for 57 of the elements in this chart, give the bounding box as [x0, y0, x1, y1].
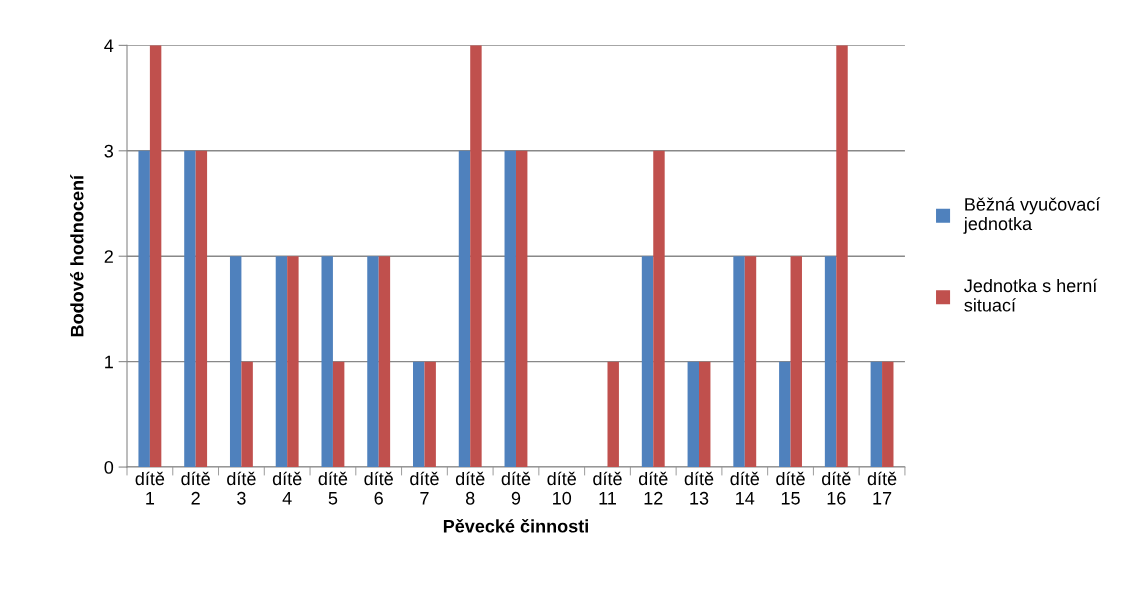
bar [744, 256, 757, 468]
bar [321, 256, 333, 468]
bar [687, 361, 700, 468]
legend-label: Běžná vyučovací jednotka [963, 197, 1101, 234]
x-tick-label: dítě 4 [272, 471, 302, 505]
y-tick-label: 4 [104, 39, 114, 52]
bar [470, 45, 482, 468]
bar [824, 256, 837, 468]
bar [733, 256, 745, 468]
x-tick-label: dítě 8 [455, 471, 485, 505]
x-tick-label: dítě 7 [410, 471, 439, 505]
x-tick-label: dítě 13 [684, 471, 714, 505]
x-tick-label: dítě 14 [730, 471, 760, 505]
x-tick-label: dítě 3 [227, 471, 256, 505]
x-tick-label: dítě 9 [501, 471, 531, 505]
x-tick-label: dítě 2 [181, 471, 210, 505]
bar [779, 361, 791, 468]
x-tick-label: dítě 15 [776, 471, 805, 505]
x-tick-label: dítě 12 [638, 471, 668, 505]
bar [367, 256, 379, 468]
bar [332, 361, 345, 468]
bar [287, 256, 299, 468]
bar [641, 256, 654, 468]
bar [836, 45, 848, 468]
bar [515, 150, 528, 468]
bar [413, 361, 425, 468]
x-tick-label: dítě 5 [318, 471, 348, 505]
y-tick-label: 1 [105, 355, 113, 369]
bar [424, 361, 436, 468]
bar [149, 45, 162, 468]
y-tick-label: 2 [104, 250, 113, 263]
x-tick-label: dítě 11 [593, 471, 622, 505]
bar [458, 150, 471, 468]
x-tick-label: dítě 10 [547, 471, 576, 505]
bar [504, 150, 516, 468]
bar [607, 361, 619, 468]
bar [195, 150, 208, 468]
bar [790, 256, 802, 468]
x-tick-label: dítě 6 [364, 471, 393, 505]
bar [699, 361, 711, 468]
x-tick-label: dítě 16 [821, 471, 851, 505]
y-tick-label: 3 [104, 144, 114, 158]
bar [229, 256, 242, 468]
bar [870, 361, 883, 468]
bar [138, 150, 150, 468]
x-axis-title: Pěvecké činnosti [443, 518, 588, 533]
bar [378, 256, 391, 468]
bar [241, 361, 253, 468]
x-tick-label: dítě 17 [867, 471, 897, 505]
bar [882, 361, 894, 468]
bar [653, 150, 665, 468]
bar [275, 256, 288, 468]
y-axis-title: Bodové hodnocení [70, 174, 84, 337]
legend-label: Jednotka s herní situací [964, 278, 1098, 312]
bar [184, 150, 196, 468]
x-tick-label: dítě 1 [135, 471, 165, 505]
y-tick-label: 0 [104, 460, 114, 474]
